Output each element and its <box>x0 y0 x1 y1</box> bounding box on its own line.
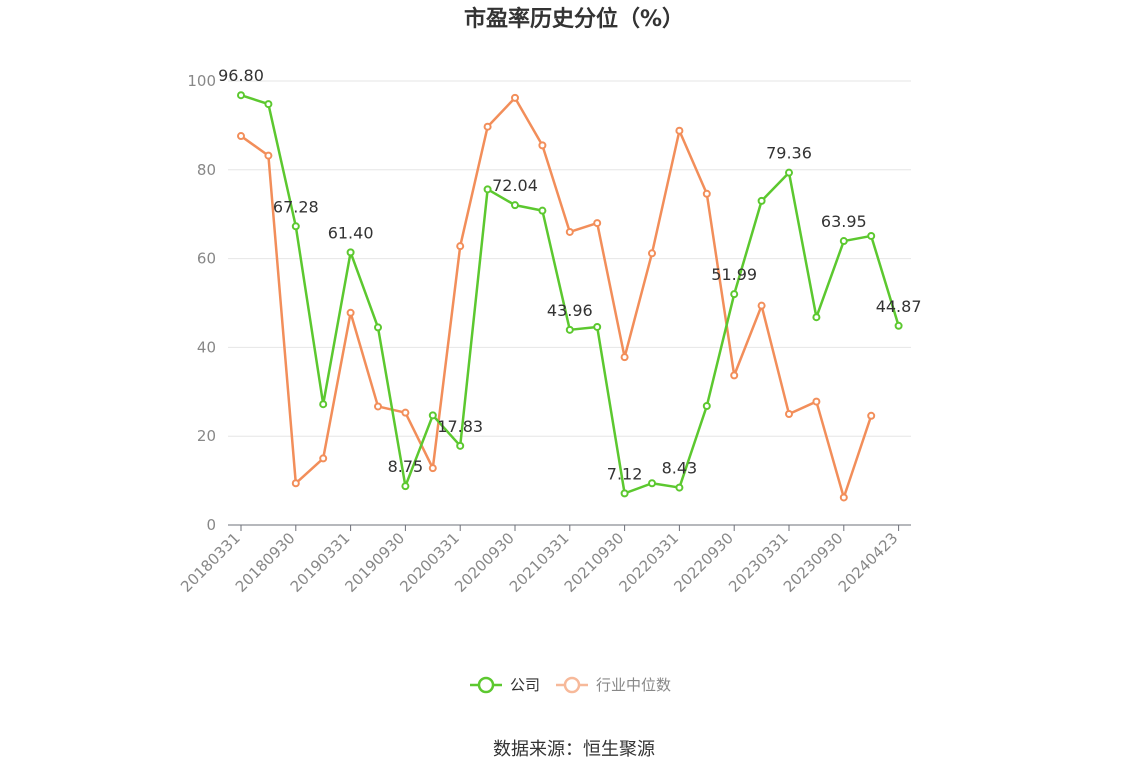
data-point <box>867 411 876 420</box>
data-point <box>620 353 629 362</box>
data-point <box>428 464 437 473</box>
data-point <box>648 249 656 258</box>
legend-swatch-marker <box>563 676 581 694</box>
data-point <box>511 201 519 210</box>
data-point <box>839 493 848 502</box>
y-axis: 0 20 40 60 80 100 <box>187 72 216 534</box>
data-point <box>593 219 602 228</box>
data-point <box>456 242 465 251</box>
data-point <box>675 483 684 492</box>
legend-swatch-marker <box>477 676 495 694</box>
y-tick-label: 60 <box>197 250 216 268</box>
data-point <box>291 222 300 231</box>
data-point <box>319 400 328 409</box>
data-label: 67.28 <box>273 197 319 216</box>
data-point <box>757 301 766 310</box>
data-label: 63.95 <box>821 212 867 231</box>
data-point <box>401 408 410 417</box>
data-point <box>894 321 903 330</box>
y-tick-label: 0 <box>206 516 216 534</box>
data-point <box>730 371 739 380</box>
chart-title: 市盈率历史分位（%） <box>464 6 684 32</box>
data-label: 79.36 <box>766 144 812 163</box>
data-labels: 96.80 67.28 61.40 8.75 17.83 72.04 43.96 7.12 8.… <box>218 66 921 483</box>
x-axis: 2018033120180930201903312019093020200331… <box>177 524 911 596</box>
data-label: 96.80 <box>218 66 264 85</box>
data-point <box>483 122 492 131</box>
y-tick-label: 80 <box>197 161 216 179</box>
gridlines <box>228 80 911 437</box>
data-point <box>264 100 273 109</box>
legend-label: 公司 <box>510 676 540 694</box>
y-tick-label: 40 <box>197 338 216 356</box>
data-label: 61.40 <box>328 223 374 242</box>
data-label: 51.99 <box>711 265 757 284</box>
data-label: 8.75 <box>388 457 424 476</box>
x-tick-label: 20240423 <box>835 529 902 596</box>
data-label: 17.83 <box>437 417 483 436</box>
series-line <box>240 96 873 499</box>
data-point <box>785 410 793 418</box>
data-point <box>291 479 300 488</box>
data-label: 72.04 <box>492 176 538 195</box>
data-point <box>702 189 711 198</box>
data-point <box>428 411 437 420</box>
data-point <box>730 290 739 299</box>
data-point <box>812 313 821 322</box>
data-point <box>702 402 711 411</box>
data-point <box>511 93 519 102</box>
data-point <box>401 482 410 491</box>
series-lines <box>237 91 903 502</box>
data-point <box>565 227 574 236</box>
y-tick-label: 100 <box>187 72 216 90</box>
data-point <box>346 248 355 257</box>
data-point <box>456 441 465 450</box>
data-point <box>648 479 656 488</box>
data-point <box>757 196 766 205</box>
data-point <box>675 126 684 135</box>
legend[interactable]: 公司 行业中位数 <box>470 676 671 694</box>
data-point <box>374 402 382 411</box>
data-point <box>346 308 355 317</box>
data-point <box>319 454 328 463</box>
data-point <box>237 132 245 141</box>
data-label: 44.87 <box>876 297 922 316</box>
data-point <box>264 151 273 160</box>
data-point <box>867 231 876 240</box>
data-point <box>483 185 492 194</box>
legend-label: 行业中位数 <box>596 676 671 694</box>
y-tick-label: 20 <box>197 427 216 445</box>
data-point <box>839 237 848 246</box>
data-point <box>538 141 547 150</box>
data-label: 7.12 <box>607 464 643 483</box>
data-point <box>812 397 821 406</box>
source-note: 数据来源：恒生聚源 <box>493 739 655 760</box>
data-point <box>620 489 629 498</box>
data-point <box>237 91 245 100</box>
data-label: 8.43 <box>662 459 698 478</box>
data-point <box>374 323 382 332</box>
data-point <box>593 322 602 331</box>
data-point <box>565 325 574 334</box>
data-point <box>785 168 793 177</box>
data-label: 43.96 <box>547 301 593 320</box>
data-point <box>538 206 547 215</box>
